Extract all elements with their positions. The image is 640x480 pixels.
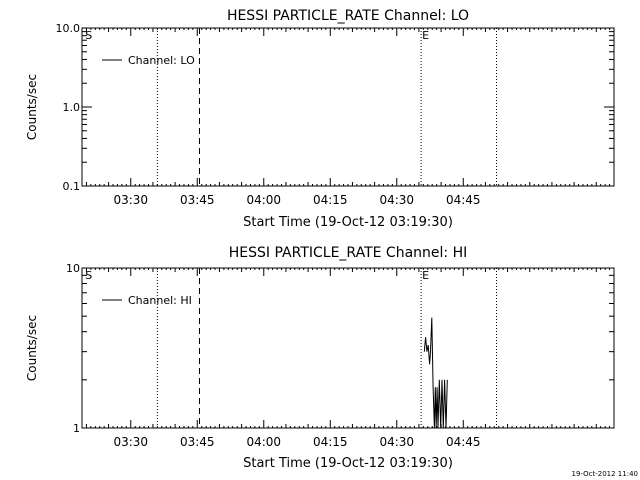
y-tick-label: 1.0 bbox=[63, 101, 81, 114]
x-tick-label: 04:00 bbox=[246, 435, 281, 449]
x-tick-label: 03:30 bbox=[113, 435, 148, 449]
x-axis-label: Start Time (19-Oct-12 03:19:30) bbox=[243, 215, 453, 230]
x-tick-label: 03:45 bbox=[180, 435, 215, 449]
timestamp-footer: 19-Oct-2012 11:40 bbox=[572, 470, 638, 478]
x-tick-label: 04:45 bbox=[446, 193, 481, 207]
legend-label: Channel: HI bbox=[128, 294, 192, 307]
marker-e: E bbox=[422, 269, 429, 282]
chart-title: HESSI PARTICLE_RATE Channel: LO bbox=[227, 8, 469, 24]
hi-channel-panel: HESSI PARTICLE_RATE Channel: HI 03:30 03:4… bbox=[25, 245, 615, 471]
marker-s: S bbox=[85, 269, 92, 282]
y-tick-label: 0.1 bbox=[63, 180, 81, 193]
plot-frame bbox=[81, 27, 615, 187]
lo-channel-panel: HESSI PARTICLE_RATE Channel: LO 03:30 03:4… bbox=[25, 8, 615, 230]
y-axis-label: Counts/sec bbox=[25, 315, 39, 381]
x-tick-label: 03:30 bbox=[113, 193, 148, 207]
y-tick-label: 10.0 bbox=[56, 22, 81, 35]
x-tick-label: 04:15 bbox=[313, 193, 348, 207]
x-tick-label: 03:45 bbox=[180, 193, 215, 207]
x-axis-label: Start Time (19-Oct-12 03:19:30) bbox=[243, 456, 453, 471]
x-tick-label: 04:45 bbox=[446, 435, 481, 449]
chart-title: HESSI PARTICLE_RATE Channel: HI bbox=[229, 245, 467, 261]
x-tick-label: 04:00 bbox=[246, 193, 281, 207]
legend-label: Channel: LO bbox=[128, 54, 195, 67]
y-tick-label: 10 bbox=[66, 262, 80, 275]
x-tick-label: 04:15 bbox=[313, 435, 348, 449]
plot-frame bbox=[81, 267, 615, 429]
y-axis-label: Counts/sec bbox=[25, 74, 39, 140]
x-tick-label: 04:30 bbox=[379, 193, 414, 207]
x-tick-label: 04:30 bbox=[379, 435, 414, 449]
marker-s: S bbox=[85, 29, 92, 42]
series-line bbox=[423, 317, 448, 429]
marker-e: E bbox=[422, 29, 429, 42]
y-tick-label: 1 bbox=[73, 422, 80, 435]
